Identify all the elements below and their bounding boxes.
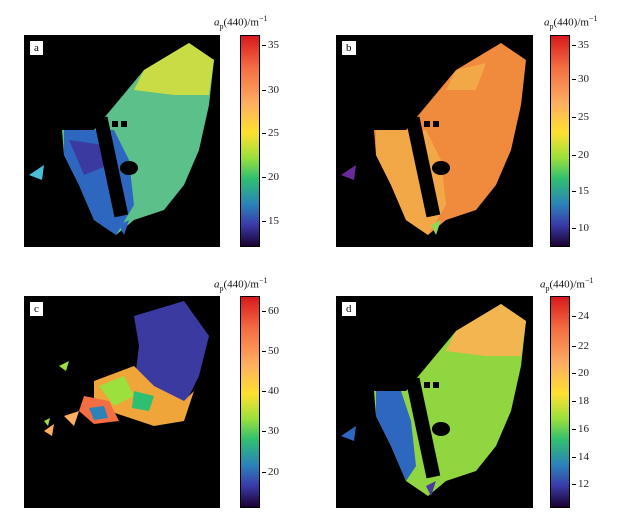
colorbar-tick: 12 <box>572 478 589 490</box>
colorbar-tick: 10 <box>572 222 589 234</box>
colorbar-tick: 22 <box>572 340 589 352</box>
map-image-c: c <box>24 296 220 508</box>
colorbar-tick: 40 <box>262 385 279 397</box>
colorbar-tick: 20 <box>262 466 279 478</box>
colorbar-tick: 20 <box>572 367 589 379</box>
map-shape-b <box>341 43 526 235</box>
map-image-b: b <box>336 35 533 247</box>
colorbar-tick: 60 <box>262 305 279 317</box>
colorbar-tick: 14 <box>572 451 589 463</box>
colorbar-tick: 30 <box>572 73 589 85</box>
colorbar-tick: 15 <box>262 215 279 227</box>
colorbar-ticks-b: 35 30 25 20 15 10 <box>572 35 608 247</box>
map-shape-a <box>29 43 214 235</box>
colorbar-tick: 24 <box>572 310 589 322</box>
colorbar-b <box>550 35 570 247</box>
colorbar-tick: 20 <box>262 171 279 183</box>
colorbar-tick: 35 <box>572 39 589 51</box>
colorbar-tick: 25 <box>262 127 279 139</box>
map-shape-d <box>341 304 526 496</box>
colorbar-title-b: ap(440)/m−1 <box>544 14 598 31</box>
panel-label-c: c <box>30 302 43 316</box>
colorbar-title-c: ap(440)/m−1 <box>214 276 268 293</box>
map-image-a: a <box>24 35 220 247</box>
colorbar-c <box>240 296 260 508</box>
colorbar-tick: 15 <box>572 185 589 197</box>
panel-label-b: b <box>342 41 356 55</box>
colorbar-tick: 30 <box>262 84 279 96</box>
colorbar-tick: 20 <box>572 149 589 161</box>
map-shape-c <box>44 301 209 436</box>
colorbar-ticks-d: 24 22 20 18 16 14 12 <box>572 296 608 508</box>
colorbar-tick: 50 <box>262 345 279 357</box>
map-image-d: d <box>336 296 533 508</box>
colorbar-ticks-a: 35 30 25 20 15 <box>262 35 298 247</box>
colorbar-tick: 30 <box>262 425 279 437</box>
panel-label-a: a <box>30 41 43 55</box>
colorbar-title-a: ap(440)/m−1 <box>214 14 268 31</box>
colorbar-tick: 18 <box>572 395 589 407</box>
colorbar-tick: 35 <box>262 39 279 51</box>
colorbar-ticks-c: 60 50 40 30 20 <box>262 296 298 508</box>
panel-label-d: d <box>342 302 356 316</box>
colorbar-d <box>550 296 570 508</box>
colorbar-title-d: ap(440)/m−1 <box>540 276 594 293</box>
colorbar-tick: 16 <box>572 423 589 435</box>
colorbar-tick: 25 <box>572 111 589 123</box>
colorbar-a <box>240 35 260 247</box>
